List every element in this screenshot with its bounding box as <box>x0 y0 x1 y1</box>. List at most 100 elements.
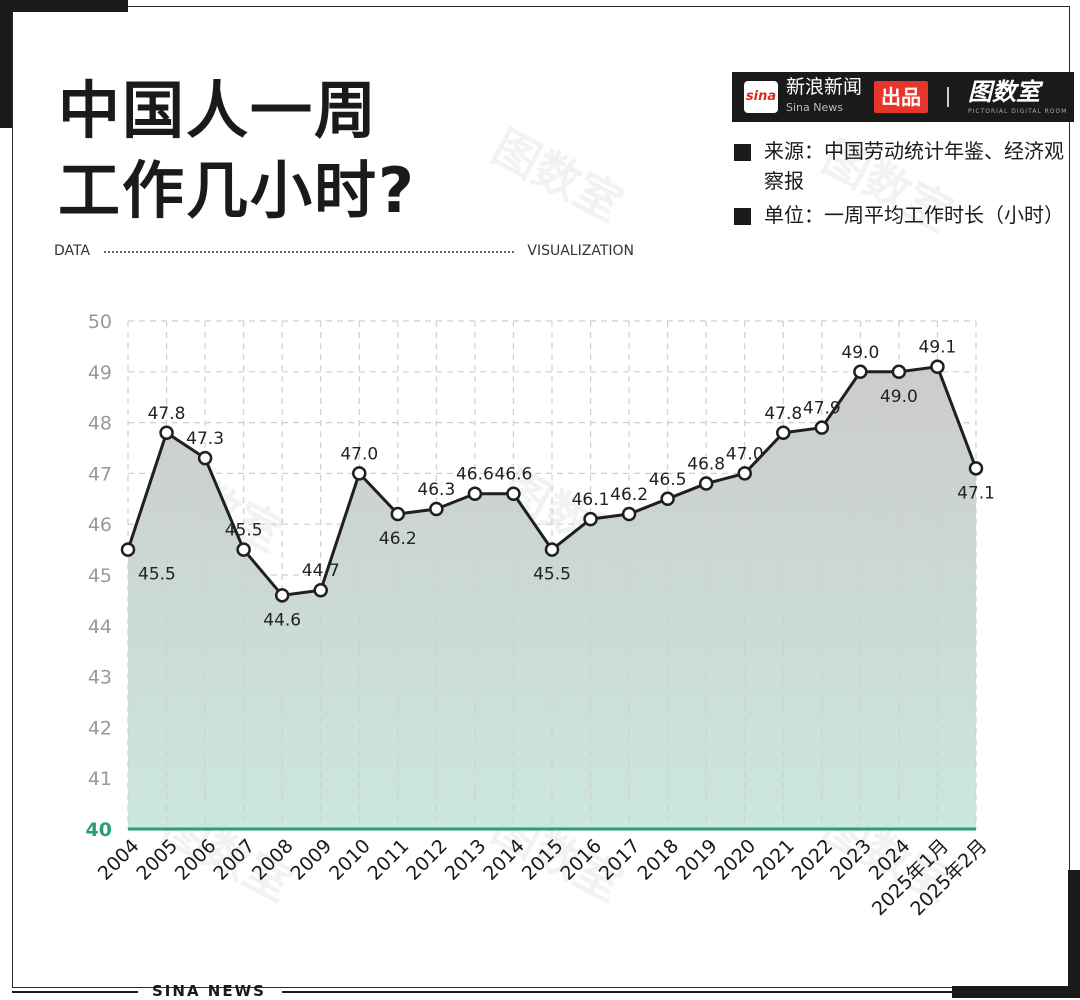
footer-rule-left <box>12 991 138 993</box>
y-tick-label: 46 <box>88 514 112 536</box>
footer-label: SINA NEWS <box>152 982 266 1000</box>
data-label: 45.5 <box>225 521 263 541</box>
data-label: 47.8 <box>148 404 186 424</box>
brand-name-en: Sina News <box>786 101 843 114</box>
data-label: 46.3 <box>417 480 455 500</box>
tagline-left: DATA <box>54 243 91 259</box>
corner-left-bar <box>0 0 12 128</box>
data-label: 46.5 <box>649 470 687 490</box>
x-tick-label: 2008 <box>248 835 298 885</box>
corner-bottom-right <box>952 986 1080 998</box>
pictorial-room-logo-icon: 图数室 <box>968 78 1040 106</box>
y-tick-label: 48 <box>88 413 112 435</box>
tagline: DATA VISUALIZATION <box>54 243 634 261</box>
data-point <box>467 486 483 501</box>
data-point <box>698 476 714 491</box>
y-tick-label: 50 <box>88 311 112 333</box>
x-tick-label: 2007 <box>209 835 259 885</box>
data-label: 47.3 <box>186 429 224 449</box>
corner-top-left <box>0 0 128 12</box>
x-tick-label: 2018 <box>633 835 683 885</box>
x-tick-label: 2019 <box>672 835 722 885</box>
data-point <box>968 461 984 476</box>
pictorial-room-subtitle: PICTORIAL DIGITAL ROOM <box>968 108 1068 115</box>
x-tick-label: 2013 <box>441 835 491 885</box>
source-text: 来源：中国劳动统计年鉴、经济观察报 <box>764 139 1064 193</box>
y-tick-label: 47 <box>88 463 112 485</box>
data-label: 46.6 <box>456 465 494 485</box>
x-tick-label: 2015 <box>518 835 568 885</box>
source-note: 来源：中国劳动统计年鉴、经济观察报 <box>734 136 1064 196</box>
unit-text: 单位：一周平均工作时长（小时） <box>764 203 1064 227</box>
data-point <box>814 420 830 435</box>
data-point <box>737 466 752 481</box>
data-label: 44.6 <box>263 610 301 630</box>
data-label: 47.9 <box>803 399 841 419</box>
data-label: 47.0 <box>726 444 764 464</box>
data-label: 45.5 <box>533 565 571 585</box>
x-tick-label: 2017 <box>595 835 645 885</box>
data-point <box>506 486 521 501</box>
x-tick-label: 2009 <box>287 835 337 885</box>
x-tick-label: 2020 <box>711 835 761 885</box>
x-tick-label: 2006 <box>171 835 221 885</box>
y-tick-label: 49 <box>88 362 112 384</box>
tagline-dots <box>104 251 514 253</box>
x-tick-label: 2022 <box>788 835 838 885</box>
data-point <box>660 491 675 507</box>
data-point <box>621 506 637 522</box>
data-point <box>352 466 367 481</box>
data-point <box>930 359 945 374</box>
data-point <box>853 364 868 380</box>
data-point <box>159 425 174 441</box>
y-tick-label: 43 <box>88 667 112 689</box>
x-tick-label: 2023 <box>826 835 876 885</box>
data-label: 46.8 <box>687 455 725 475</box>
tagline-right: VISUALIZATION <box>527 243 634 259</box>
x-tick-label: 2011 <box>364 835 414 885</box>
y-tick-label: 45 <box>88 565 112 587</box>
unit-note: 单位：一周平均工作时长（小时） <box>734 200 1064 230</box>
footer-rule-right <box>282 991 952 993</box>
bullet-square-icon <box>734 144 751 161</box>
data-point <box>544 542 560 557</box>
data-point <box>429 501 444 517</box>
chart-title-line1: 中国人一周 <box>58 74 379 147</box>
brand-bar: sina 新浪新闻 Sina News 出品 图数室 PICTORIAL DIG… <box>732 72 1074 122</box>
data-point <box>120 542 136 557</box>
x-tick-label: 2004 <box>94 835 144 885</box>
x-tick-label: 2014 <box>479 835 529 885</box>
x-tick-label: 2010 <box>325 835 375 885</box>
x-tick-label: 2016 <box>556 835 606 885</box>
data-label: 46.2 <box>610 485 648 505</box>
y-tick-label: 44 <box>88 616 112 638</box>
data-label: 46.6 <box>495 465 533 485</box>
data-point <box>583 511 598 527</box>
data-label: 44.7 <box>302 561 340 581</box>
data-point <box>776 425 791 441</box>
y-tick-label: 40 <box>86 819 112 841</box>
data-point <box>197 450 213 466</box>
y-tick-label: 42 <box>88 717 112 739</box>
chart-title-line2: 工作几小时? <box>58 154 416 227</box>
data-point <box>313 582 328 598</box>
data-label: 47.8 <box>764 404 802 424</box>
data-label: 47.1 <box>957 483 995 503</box>
x-tick-label: 2021 <box>749 835 799 885</box>
brand-tag: 出品 <box>874 81 928 113</box>
data-label: 49.0 <box>841 343 879 363</box>
data-point <box>236 542 251 557</box>
x-tick-label: 2005 <box>132 835 182 885</box>
brand-separator <box>947 87 949 107</box>
page-frame <box>12 6 1070 988</box>
data-label: 45.5 <box>138 565 176 585</box>
data-label: 47.0 <box>340 444 378 464</box>
data-label: 49.0 <box>880 387 918 407</box>
sina-logo-icon: sina <box>744 81 778 113</box>
y-tick-label: 41 <box>88 768 112 790</box>
brand-name-cn: 新浪新闻 <box>786 76 863 98</box>
x-tick-label: 2012 <box>402 835 452 885</box>
data-label: 49.1 <box>919 338 957 358</box>
data-label: 46.2 <box>379 529 417 549</box>
